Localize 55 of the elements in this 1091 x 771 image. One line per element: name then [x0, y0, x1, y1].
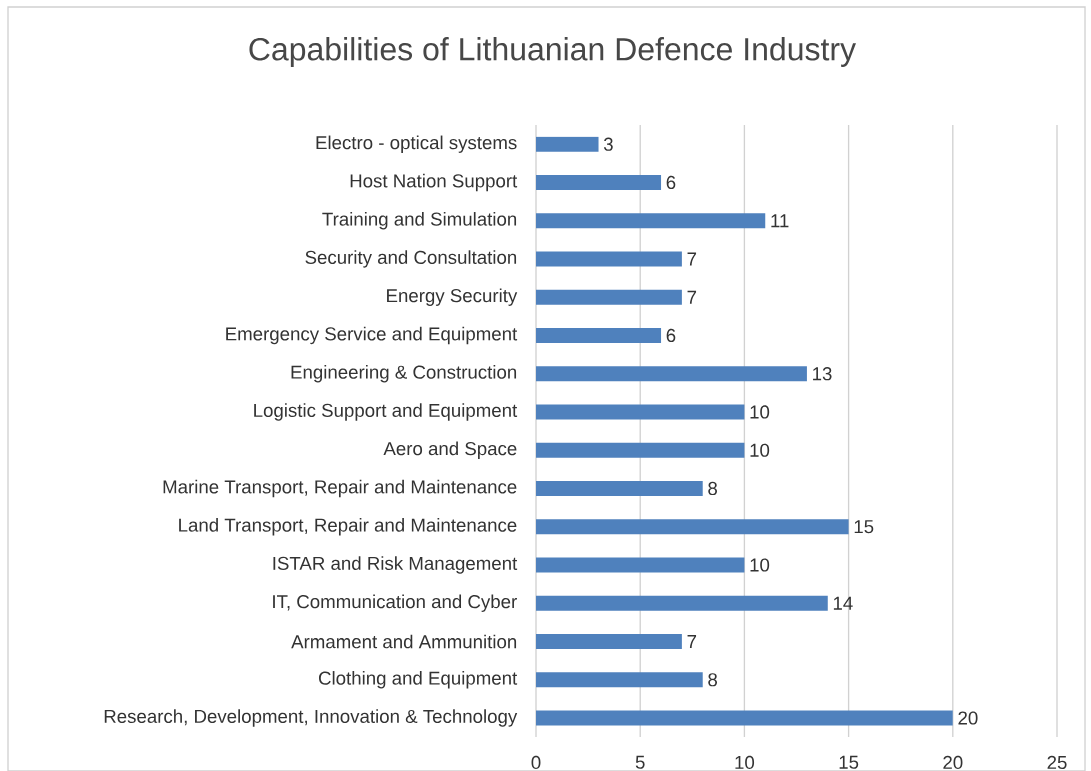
data-label: 11 — [771, 214, 789, 228]
bar — [536, 213, 766, 229]
x-tick-label: 10 — [735, 755, 755, 770]
chart-title: Capabilities of Lithuanian Defence Industry — [249, 37, 857, 67]
y-tick-label: Clothing and Equipment — [318, 671, 518, 689]
y-tick-label: Land Transport, Repair and Maintenance — [179, 518, 517, 536]
data-label: 7 — [687, 290, 697, 304]
y-tick-label: Research, Development, Innovation & Technology — [104, 709, 518, 727]
y-tick-label: ISTAR and Risk Management — [273, 556, 518, 574]
y-tick-label: IT, Communication and Cyber — [273, 594, 517, 612]
data-label: 10 — [750, 405, 770, 419]
y-tick-label: Logistic Support and Equipment — [254, 403, 518, 421]
bar — [536, 136, 599, 152]
bar — [536, 519, 849, 535]
bar — [536, 672, 703, 688]
y-tick-label: Armament and Ammunition — [291, 634, 517, 649]
y-tick-label: Emergency Service and Equipment — [226, 326, 518, 345]
y-tick-label: Host Nation Support — [350, 173, 518, 192]
data-label: 15 — [854, 520, 874, 534]
data-label: 10 — [750, 443, 770, 457]
x-tick-label: 5 — [635, 755, 645, 769]
x-tick-label: 25 — [1047, 755, 1067, 770]
data-label: 7 — [687, 635, 697, 648]
y-tick-label: Aero and Space — [383, 441, 517, 459]
x-tick-label: 15 — [839, 755, 859, 769]
bar — [536, 404, 745, 420]
y-tick-label: Electro - optical systems — [316, 135, 517, 153]
data-label: 8 — [708, 673, 718, 687]
bar — [536, 481, 703, 496]
bar — [536, 595, 828, 611]
y-tick-label: Marine Transport, Repair and Maintenance — [163, 479, 517, 498]
bar — [536, 328, 662, 343]
data-label: 8 — [708, 481, 718, 496]
x-tick-label: 20 — [943, 755, 963, 770]
y-tick-label: Security and Consultation — [305, 250, 517, 268]
bar — [536, 289, 682, 305]
x-tick-label: 0 — [531, 755, 541, 770]
data-label: 7 — [687, 252, 697, 266]
bar — [536, 174, 662, 190]
bar — [536, 442, 745, 458]
bar — [536, 366, 807, 382]
data-label: 6 — [666, 328, 676, 343]
data-label: 10 — [750, 558, 770, 572]
bar — [536, 710, 953, 726]
y-tick-label: Energy Security — [387, 288, 518, 306]
bar — [536, 557, 745, 573]
y-tick-label: Training and Simulation — [322, 212, 517, 230]
y-tick-label: Engineering & Construction — [291, 365, 517, 383]
data-label: 20 — [958, 711, 978, 725]
bar — [536, 634, 682, 649]
data-label: 3 — [603, 137, 613, 151]
data-label: 13 — [813, 367, 832, 381]
bar — [536, 251, 682, 267]
data-label: 6 — [666, 175, 676, 190]
data-label: 14 — [833, 596, 853, 610]
